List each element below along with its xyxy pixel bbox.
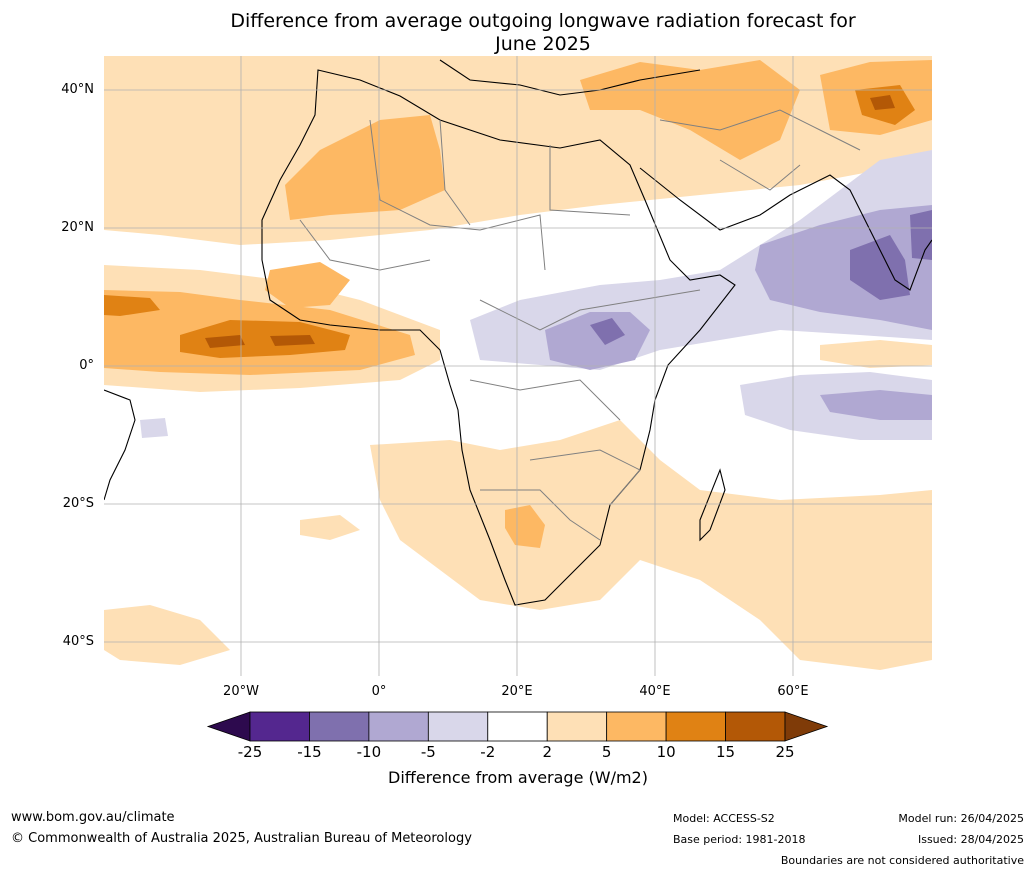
- lat-label-40n: 40°N: [61, 82, 94, 97]
- country-borders: [299, 109, 861, 541]
- footer-issued: Issued: 28/04/2025: [917, 833, 1024, 846]
- colorbar-tick-label: 2: [542, 743, 552, 761]
- footer-disclaimer: Boundaries are not considered authoritat…: [780, 854, 1024, 867]
- colorbar-tick-label: -10: [356, 743, 382, 761]
- title-line-1: Difference from average outgoing longwav…: [230, 10, 856, 32]
- colorbar-tick-label: -25: [237, 743, 263, 761]
- colorbar-tick-label: -5: [420, 743, 436, 761]
- footer-base-period: Base period: 1981-2018: [673, 833, 806, 846]
- lat-label-20n: 20°N: [61, 220, 94, 235]
- footer-url: www.bom.gov.au/climate: [11, 810, 175, 825]
- footer-model: Model: ACCESS-S2: [673, 812, 775, 825]
- graticule: [104, 56, 932, 676]
- footer-model-run: Model run: 26/04/2025: [898, 812, 1024, 825]
- coastlines: [104, 59, 932, 606]
- lat-label-0: 0°: [79, 358, 94, 373]
- colorbar-label: Difference from average (W/m2): [388, 768, 648, 787]
- colorbar-tick-label: -2: [480, 743, 496, 761]
- lat-label-20s: 20°S: [62, 496, 94, 511]
- lon-label-40e: 40°E: [639, 684, 671, 699]
- colorbar-tick-label: 10: [656, 743, 676, 761]
- colorbar-tick-label: 15: [716, 743, 736, 761]
- colorbar-tick-label: 5: [601, 743, 612, 761]
- lon-label-60e: 60°E: [777, 684, 809, 699]
- map-title: Difference from average outgoing longwav…: [100, 10, 986, 56]
- colorbar-tick-label: -15: [297, 743, 322, 761]
- lat-label-40s: 40°S: [62, 634, 94, 649]
- anomaly-15-25-fill: [205, 95, 895, 348]
- lon-label-0: 0°: [371, 684, 387, 699]
- footer-copyright: © Commonwealth of Australia 2025, Austra…: [11, 831, 472, 846]
- lon-label-20e: 20°E: [501, 684, 533, 699]
- title-line-2: June 2025: [495, 33, 591, 55]
- colorbar-tick-label: 25: [775, 743, 795, 761]
- lon-label-20w: 20°W: [223, 684, 259, 699]
